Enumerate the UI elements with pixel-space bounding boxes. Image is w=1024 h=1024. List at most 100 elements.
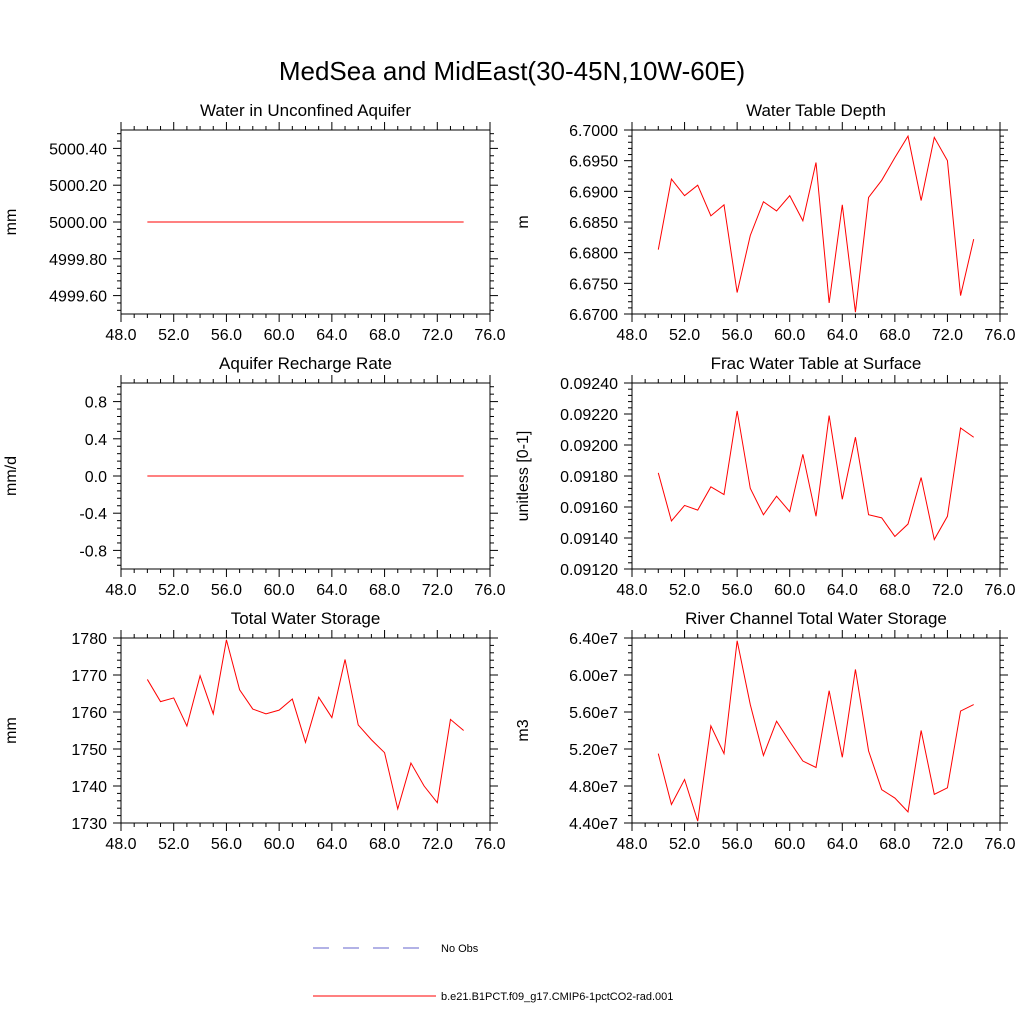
x-tick-label: 52.0 [669, 836, 700, 853]
legend-label-no-obs: No Obs [441, 943, 479, 955]
y-tick-label: 0.09160 [560, 500, 618, 517]
y-tick-label: 1760 [71, 705, 107, 722]
x-tick-label: 76.0 [474, 327, 505, 344]
y-tick-label: 0.09240 [560, 376, 618, 393]
y-tick-label: 6.6850 [569, 215, 618, 232]
x-tick-label: 60.0 [774, 327, 805, 344]
y-tick-label: 6.40e7 [569, 631, 618, 648]
x-tick-label: 68.0 [369, 836, 400, 853]
x-tick-label: 52.0 [158, 836, 189, 853]
x-tick-label: 60.0 [264, 582, 295, 599]
panels: Water in Unconfined Aquifer 48.0 52.0 56.0 6… [3, 101, 1016, 853]
x-tick-label: 56.0 [722, 836, 753, 853]
x-tick-label: 48.0 [105, 836, 136, 853]
x-tick-label: 64.0 [827, 582, 858, 599]
x-tick-label: 76.0 [984, 327, 1015, 344]
y-tick-label: 5000.20 [49, 178, 107, 195]
series-line [657, 134, 975, 313]
x-tick-label: 64.0 [827, 327, 858, 344]
x-tick-label: 76.0 [984, 836, 1015, 853]
series-line [657, 410, 974, 541]
y-tick-label: 6.7000 [569, 123, 618, 140]
x-tick-label: 72.0 [422, 582, 453, 599]
x-tick-label: 68.0 [879, 582, 910, 599]
y-tick-label: 6.00e7 [569, 668, 618, 685]
y-tick-label: 1750 [71, 742, 107, 759]
x-tick-label: 48.0 [105, 327, 136, 344]
x-tick-label: 60.0 [264, 836, 295, 853]
y-tick-label: -0.8 [79, 543, 107, 560]
legend: No Obs b.e21.B1PCT.f09_g17.CMIP6-1pctCO2… [313, 943, 673, 1003]
panel-frac-water-table-at-surface: Frac Water Table at Surface 48.0 52.0 56.0 6… [515, 354, 1016, 599]
panel-water-table-depth: Water Table Depth 48.0 52.0 56.0 60.0 64.0 68.… [515, 101, 1016, 344]
x-tick-label: 72.0 [932, 327, 963, 344]
x-tick-label: 76.0 [984, 582, 1015, 599]
x-tick-label: 68.0 [369, 582, 400, 599]
y-tick-label: 4999.60 [49, 289, 107, 306]
x-tick-label: 72.0 [422, 836, 453, 853]
y-tick-label: 0.09140 [560, 531, 618, 548]
y-tick-label: 5000.00 [49, 215, 107, 232]
x-tick-label: 56.0 [211, 836, 242, 853]
x-tick-label: 64.0 [827, 836, 858, 853]
x-tick-label: 48.0 [616, 836, 647, 853]
panel-title: Water Table Depth [746, 101, 886, 120]
y-tick-label: 1780 [71, 631, 107, 648]
x-tick-label: 68.0 [369, 327, 400, 344]
x-tick-label: 56.0 [211, 582, 242, 599]
y-tick-label: 1770 [71, 668, 107, 685]
x-tick-label: 52.0 [669, 327, 700, 344]
panel-total-water-storage: Total Water Storage 48.0 52.0 56.0 60.0 64.0 6… [3, 609, 506, 853]
y-tick-label: 0.09120 [560, 562, 618, 579]
panel-title: Aquifer Recharge Rate [219, 354, 392, 373]
y-tick-label: 4.40e7 [569, 816, 618, 833]
x-tick-label: 68.0 [879, 327, 910, 344]
y-tick-label: -0.4 [79, 506, 107, 523]
y-tick-label: 1730 [71, 816, 107, 833]
y-tick-label: 5.20e7 [569, 742, 618, 759]
x-tick-label: 72.0 [932, 836, 963, 853]
y-tick-label: 6.6700 [569, 307, 618, 324]
panel-water-in-unconfined-aquifer: Water in Unconfined Aquifer 48.0 52.0 56.0 6… [3, 101, 506, 344]
y-tick-label: 0.4 [85, 432, 107, 449]
y-axis-label: mm [3, 209, 20, 236]
x-tick-label: 56.0 [722, 582, 753, 599]
y-tick-label: 0.09180 [560, 469, 618, 486]
series-line [146, 639, 464, 811]
x-tick-label: 56.0 [722, 327, 753, 344]
panel-title: Total Water Storage [231, 609, 381, 628]
y-tick-label: 1740 [71, 779, 107, 796]
y-tick-label: 0.09220 [560, 407, 618, 424]
x-tick-label: 76.0 [474, 582, 505, 599]
panel-aquifer-recharge-rate: Aquifer Recharge Rate 48.0 52.0 56.0 60.0 64.… [3, 354, 506, 599]
y-tick-label: 4999.80 [49, 252, 107, 269]
x-tick-label: 52.0 [669, 582, 700, 599]
legend-label-model: b.e21.B1PCT.f09_g17.CMIP6-1pctCO2-rad.00… [441, 991, 673, 1003]
x-tick-label: 52.0 [158, 582, 189, 599]
x-tick-label: 64.0 [316, 327, 347, 344]
x-tick-label: 48.0 [616, 582, 647, 599]
x-tick-label: 52.0 [158, 327, 189, 344]
y-axis-label: mm/d [3, 456, 20, 496]
x-tick-label: 60.0 [774, 582, 805, 599]
x-tick-label: 72.0 [932, 582, 963, 599]
y-tick-label: 6.6750 [569, 276, 618, 293]
x-tick-label: 64.0 [316, 582, 347, 599]
panel-river-channel-total-water-storage: River Channel Total Water Storage 48.0 52.… [515, 609, 1016, 853]
x-tick-label: 56.0 [211, 327, 242, 344]
figure-title: MedSea and MidEast(30-45N,10W-60E) [279, 56, 745, 86]
x-tick-label: 76.0 [474, 836, 505, 853]
y-tick-label: 0.8 [85, 395, 107, 412]
y-axis-label: unitless [0-1] [515, 431, 532, 522]
y-axis-label: m [515, 215, 532, 228]
y-tick-label: 6.6950 [569, 154, 618, 171]
x-tick-label: 64.0 [316, 836, 347, 853]
y-tick-label: 0.0 [85, 469, 107, 486]
x-tick-label: 60.0 [774, 836, 805, 853]
panel-title: River Channel Total Water Storage [685, 609, 947, 628]
series-line [657, 640, 974, 822]
x-tick-label: 48.0 [616, 327, 647, 344]
y-axis-label: mm [3, 717, 20, 744]
